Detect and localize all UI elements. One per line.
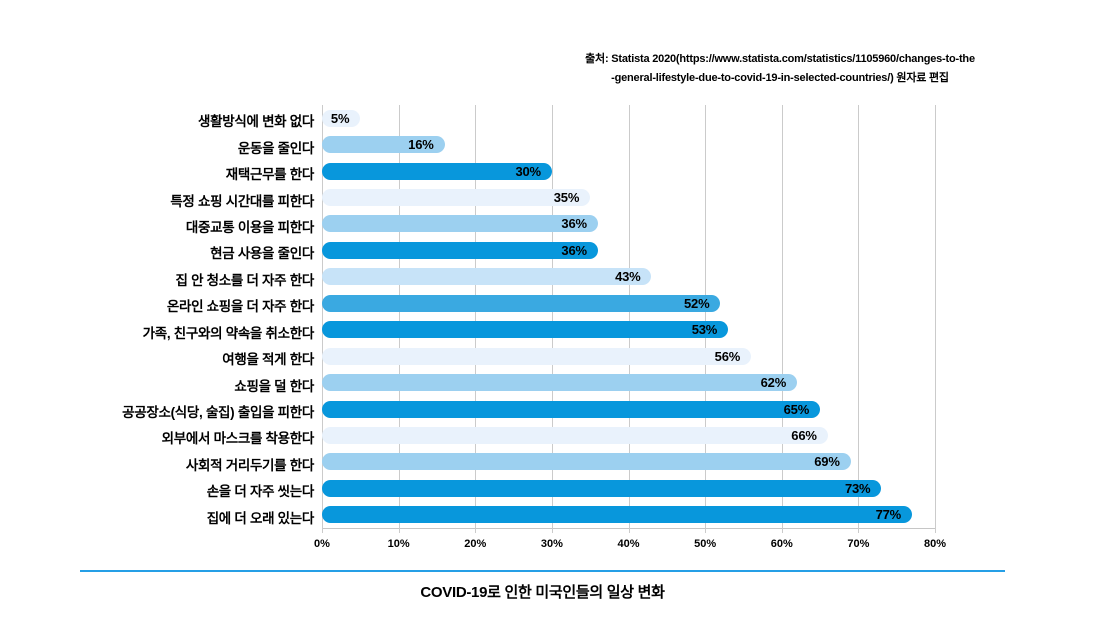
bar-row: 77% <box>322 502 935 528</box>
bar-row: 62% <box>322 369 935 395</box>
category-label: 여행을 적게 한다 <box>222 352 314 368</box>
bar: 36% <box>322 215 598 233</box>
source-citation-line-2: -general-lifestyle-due-to-covid-19-in-se… <box>611 72 949 84</box>
x-axis-tick-label: 40% <box>617 538 640 550</box>
category-label: 운동을 줄인다 <box>237 140 314 156</box>
divider-line <box>80 570 1005 572</box>
bar-value-label: 56% <box>714 348 741 364</box>
x-axis-tick-label: 30% <box>540 538 563 550</box>
source-citation: 출처: Statista 2020(https://www.statista.c… <box>500 50 1060 88</box>
bar-row: 36% <box>322 211 935 237</box>
bar-value-label: 53% <box>691 322 718 338</box>
category-label: 외부에서 마스크를 착용한다 <box>161 431 315 447</box>
bar-row: 16% <box>322 131 935 157</box>
bar: 43% <box>322 268 652 286</box>
bar-value-label: 5% <box>330 110 350 126</box>
x-axis-tick-label: 70% <box>847 538 870 550</box>
bar-row: 36% <box>322 237 935 263</box>
bar: 16% <box>322 136 445 154</box>
bar-value-label: 73% <box>844 480 871 496</box>
bar-row: 30% <box>322 158 935 184</box>
bar-row: 73% <box>322 475 935 501</box>
gridline <box>935 105 936 533</box>
category-label: 공공장소(식당, 술집) 출입을 피한다 <box>122 405 314 421</box>
bar: 62% <box>322 374 798 392</box>
bar-row: 66% <box>322 422 935 448</box>
bar: 66% <box>322 426 828 444</box>
gridline <box>475 105 477 533</box>
bar-row: 65% <box>322 396 935 422</box>
category-label: 온라인 쇼핑을 더 자주 한다 <box>166 299 314 315</box>
bar: 5% <box>322 109 361 127</box>
category-label: 집에 더 오래 있는다 <box>206 510 315 526</box>
x-axis-tick-label: 60% <box>770 538 793 550</box>
x-axis-tick-label: 80% <box>923 538 947 550</box>
category-label: 사회적 거리두기를 한다 <box>185 457 314 473</box>
gridline <box>628 105 630 533</box>
bar-row: 43% <box>322 264 935 290</box>
bar-value-label: 16% <box>408 137 434 153</box>
bar: 73% <box>322 479 882 497</box>
bar-row: 5% <box>322 105 935 131</box>
source-citation-line-1: 출처: Statista 2020(https://www.statista.c… <box>585 53 975 65</box>
category-label: 대중교통 이용을 피한다 <box>185 219 314 235</box>
bar-value-label: 52% <box>684 295 710 311</box>
bar-value-label: 43% <box>615 269 641 285</box>
bar-row: 52% <box>322 290 935 316</box>
x-axis-tick-label: 50% <box>694 538 717 550</box>
gridline <box>398 105 400 533</box>
category-label: 가족, 친구와의 약속을 취소한다 <box>142 325 315 341</box>
category-label: 특정 쇼핑 시간대를 피한다 <box>170 193 314 209</box>
x-axis-tick-label: 20% <box>464 538 487 550</box>
bar-row: 53% <box>322 317 935 343</box>
bar: 56% <box>322 347 752 365</box>
bar: 35% <box>322 189 591 207</box>
bar-value-label: 35% <box>553 190 580 206</box>
category-label: 재택근무를 한다 <box>225 167 315 183</box>
bar-value-label: 66% <box>791 427 817 443</box>
bar: 52% <box>322 294 721 312</box>
chart-title: COVID-19로 인한 미국인들의 일상 변화 <box>420 584 665 601</box>
bar: 36% <box>322 241 598 259</box>
bar-value-label: 62% <box>760 375 787 391</box>
bar: 77% <box>322 506 912 524</box>
gridline <box>705 105 707 533</box>
category-label: 집 안 청소를 더 자주 한다 <box>175 272 315 288</box>
x-axis-tick-label: 0% <box>314 538 330 550</box>
bar: 65% <box>322 400 821 418</box>
category-label: 손을 더 자주 씻는다 <box>206 484 315 500</box>
category-label: 현금 사용을 줄인다 <box>210 246 314 262</box>
gridline <box>858 105 860 533</box>
category-label: 쇼핑을 덜 한다 <box>234 378 314 394</box>
bar-chart-plot-area: 5% 16% 30% 35% 36% 36% 43% 52% 53% 56% 62% 65% 66% 69… <box>322 105 936 533</box>
gridline <box>551 105 553 533</box>
bar: 53% <box>322 321 729 339</box>
x-axis-tick-label: 10% <box>387 538 410 550</box>
bar-row: 35% <box>322 184 935 210</box>
bar-value-label: 30% <box>515 163 541 179</box>
bar-row: 69% <box>322 449 935 475</box>
gridline <box>322 105 323 533</box>
bar-value-label: 65% <box>783 401 810 417</box>
bar-value-label: 69% <box>814 454 840 470</box>
bar-value-label: 77% <box>875 507 902 523</box>
bar-value-label: 36% <box>561 216 587 232</box>
bar-row: 56% <box>322 343 935 369</box>
gridline <box>781 105 783 533</box>
bar: 69% <box>322 453 851 471</box>
bar: 30% <box>322 162 552 180</box>
bar-value-label: 36% <box>561 242 587 258</box>
category-label: 생활방식에 변화 없다 <box>198 114 314 130</box>
